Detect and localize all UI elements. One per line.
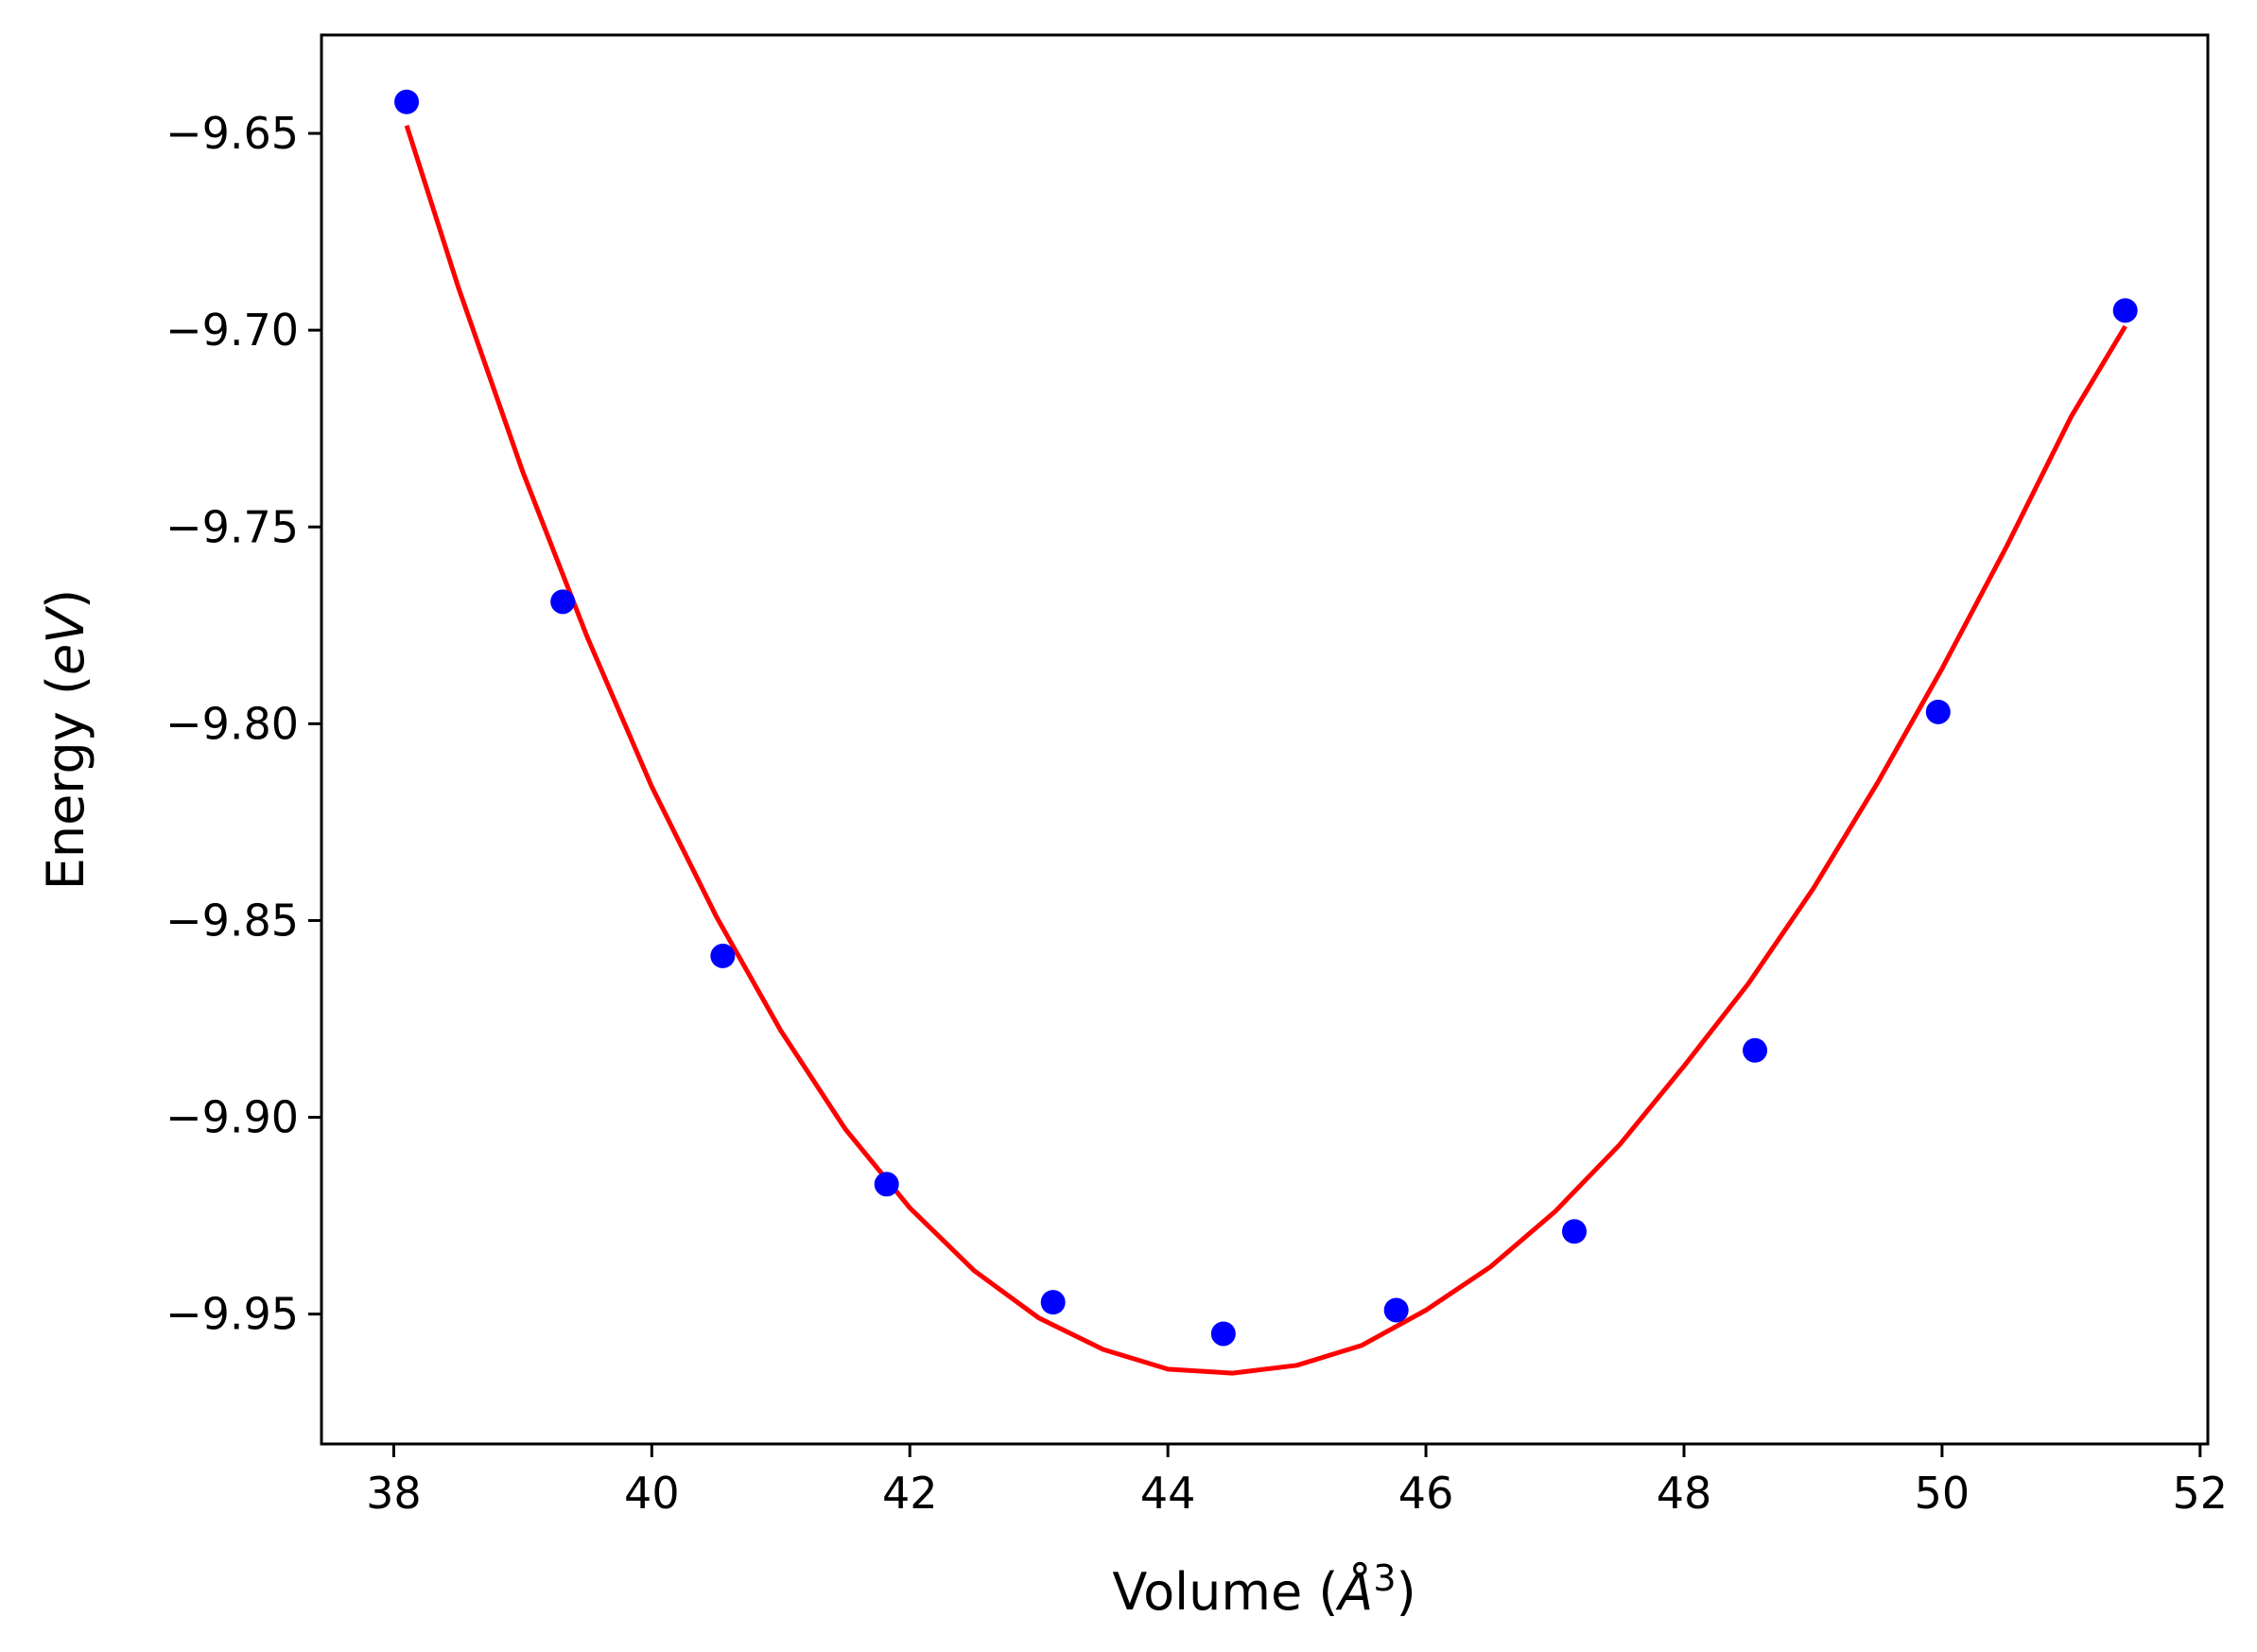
x-tick-label: 42 [882, 1468, 938, 1519]
series-layer [394, 89, 2138, 1376]
x-tick-label: 48 [1657, 1468, 1712, 1519]
y-tick-label: −9.85 [165, 895, 299, 946]
data-point [1561, 1219, 1587, 1244]
data-point [1925, 699, 1951, 724]
y-axis-label-unit: eV [36, 605, 95, 675]
data-point [394, 89, 420, 114]
x-tick-label: 50 [1915, 1468, 1971, 1519]
data-point [874, 1172, 899, 1197]
data-point [1040, 1290, 1066, 1315]
data-point [1743, 1037, 1768, 1063]
x-axis-ticks: 38 40 42 44 46 48 50 52 [366, 1444, 2228, 1519]
data-point [710, 943, 736, 968]
y-tick-label: −9.75 [165, 501, 299, 552]
y-axis-label-text: Energy [36, 711, 95, 890]
x-tick-label: 40 [624, 1468, 680, 1519]
data-point [550, 589, 576, 615]
y-axis-ticks: −9.65 −9.70 −9.75 −9.80 −9.85 −9.90 −9.95 [165, 108, 321, 1340]
y-tick-label: −9.90 [165, 1092, 299, 1143]
x-axis-label: Volume (Å3) [1112, 1557, 1415, 1622]
x-tick-label: 52 [2173, 1468, 2229, 1519]
data-point [2112, 298, 2138, 323]
y-tick-label: −9.80 [165, 698, 299, 749]
x-tick-label: 44 [1140, 1468, 1196, 1519]
data-point [1210, 1321, 1236, 1347]
x-axis-label-exponent: 3 [1373, 1557, 1396, 1599]
data-point [1383, 1297, 1409, 1323]
x-tick-label: 46 [1398, 1468, 1454, 1519]
y-axis-label: Energy (eV) [36, 589, 95, 891]
y-tick-label: −9.65 [165, 108, 299, 159]
x-tick-label: 38 [366, 1468, 422, 1519]
y-tick-label: −9.70 [165, 304, 299, 356]
x-axis-label-text: Volume [1112, 1562, 1302, 1622]
plot-area [320, 33, 2210, 1446]
y-tick-label: −9.95 [165, 1289, 299, 1340]
fit-curve-line [404, 124, 2127, 1376]
x-axis-label-unit: Å [1335, 1561, 1373, 1622]
